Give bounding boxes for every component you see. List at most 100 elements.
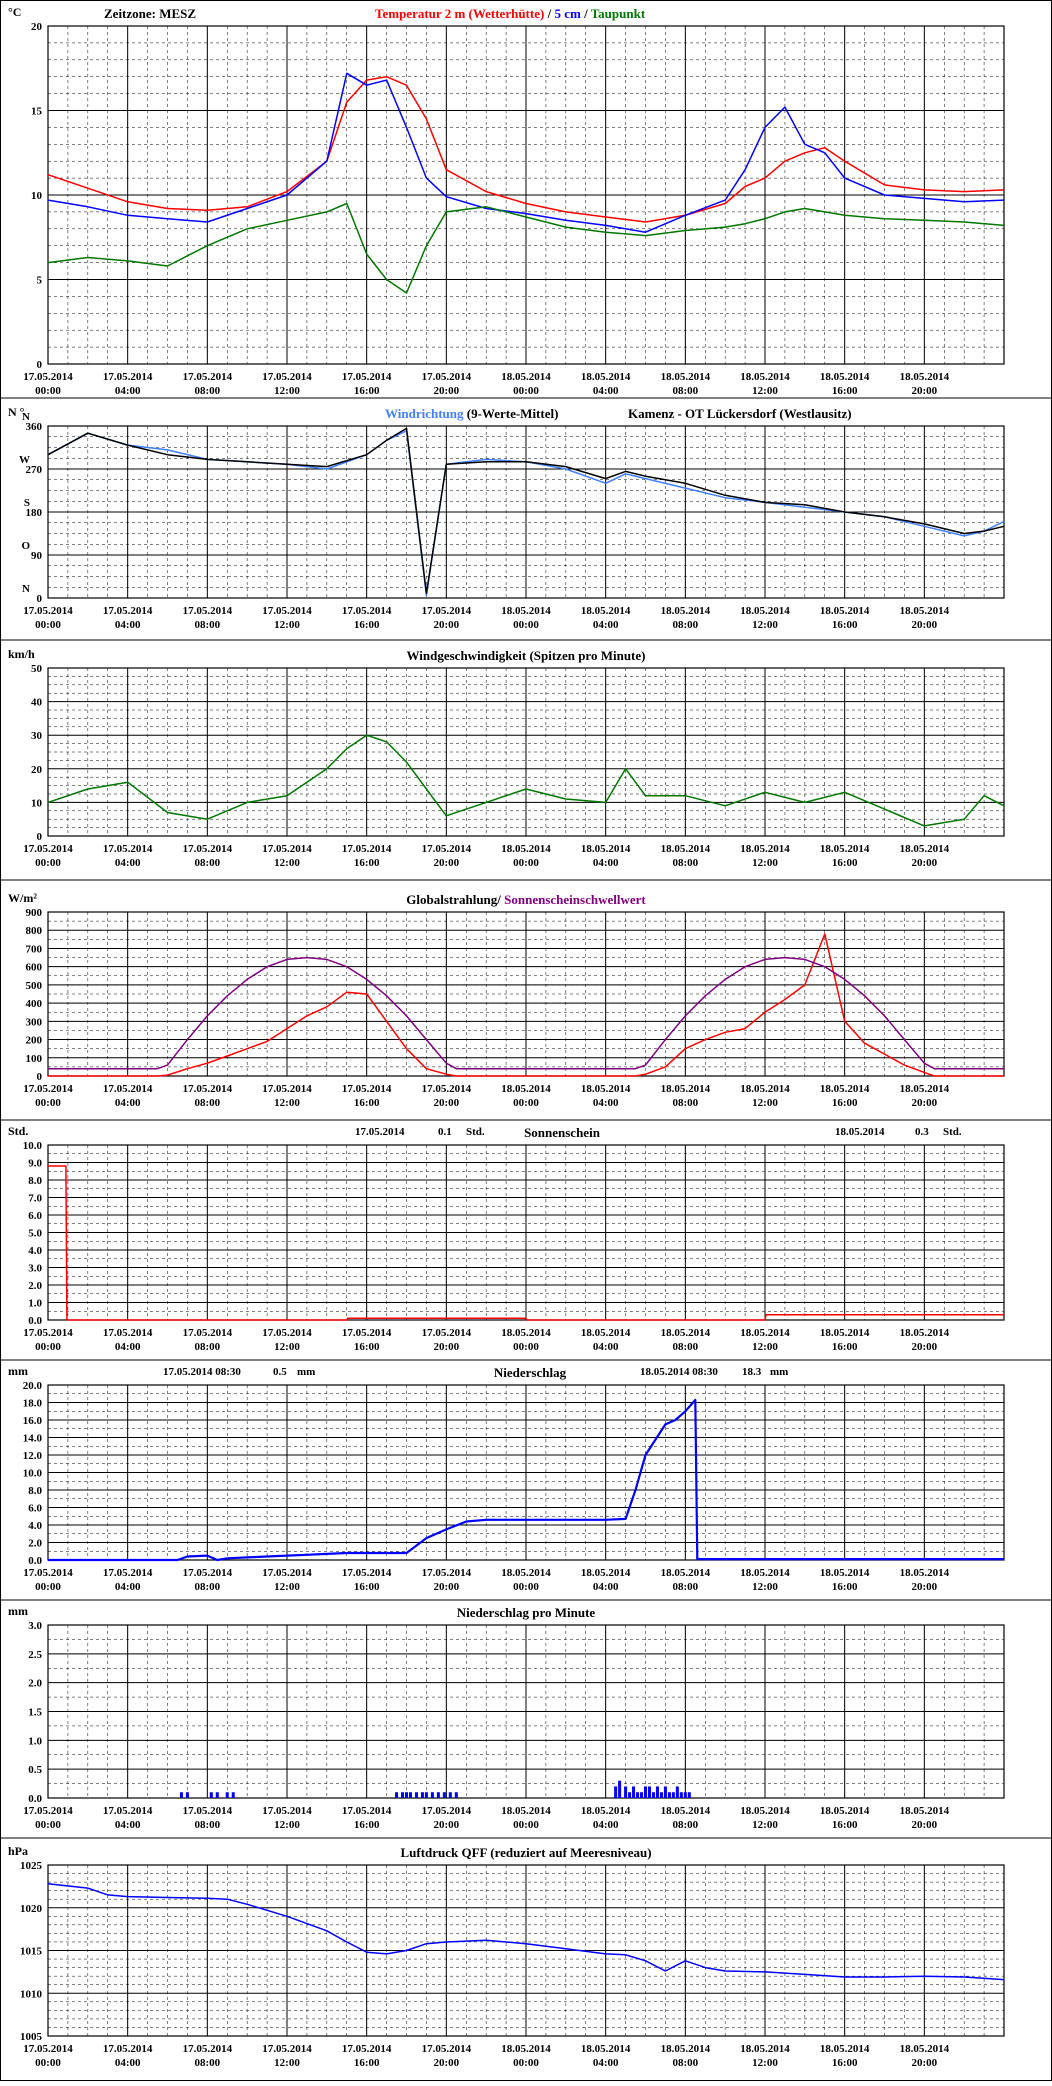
series-line-wind-direction-1 <box>47 427 1005 594</box>
precip-bar <box>640 1792 644 1798</box>
precip-bar <box>395 1792 399 1798</box>
title-part: Globalstrahlung/ <box>406 892 504 907</box>
annotation-unit: Std. <box>466 1126 485 1138</box>
unit-label: N ° <box>8 405 25 419</box>
series-line-global-radiation-0 <box>48 933 1004 1077</box>
temperature-chart: 0 5 10 15 20 °C Zeitzone: MESZ Temperatur 2 m (… <box>0 5 1052 399</box>
title-part: 5 cm <box>554 6 584 21</box>
y-tick-label: 20 <box>31 21 43 33</box>
y-tick-label: 10.0 <box>23 1468 43 1480</box>
x-tick-date: 17.05.2014 <box>262 1327 312 1339</box>
x-tick-date: 17.05.2014 <box>103 843 153 855</box>
precip-bar <box>683 1792 687 1798</box>
annotation-value: 0.3 <box>915 1126 929 1138</box>
x-tick-date: 17.05.2014 <box>342 1567 392 1579</box>
x-tick-time: 12:00 <box>752 619 778 631</box>
unit-label: W/m² <box>8 891 37 905</box>
y-tick-label: 16.0 <box>23 1415 43 1427</box>
x-tick-date: 18.05.2014 <box>581 1805 631 1817</box>
x-tick-time: 08:00 <box>672 619 698 631</box>
x-tick-time: 12:00 <box>274 385 300 397</box>
x-tick-time: 00:00 <box>35 1097 61 1109</box>
x-tick-date: 17.05.2014 <box>262 1083 312 1095</box>
x-tick-date: 18.05.2014 <box>501 1567 551 1579</box>
x-tick-time: 00:00 <box>35 2057 61 2069</box>
plot-frame <box>47 667 1005 837</box>
y-tick-label: 0 <box>37 593 43 605</box>
y-tick-label: 5 <box>37 275 43 287</box>
y-tick-label: 3.0 <box>28 1620 42 1632</box>
x-tick-date: 18.05.2014 <box>501 2043 551 2055</box>
series-line-wind-speed-0 <box>47 734 1005 827</box>
x-tick-time: 16:00 <box>354 619 380 631</box>
x-tick-date: 17.05.2014 <box>23 1327 73 1339</box>
precip-bar <box>225 1792 229 1798</box>
pressure-chart: 1005 1010 1015 1020 1025 hPa Luftdruck QFF (re… <box>8 1844 1005 2069</box>
chart-title: Niederschlag pro Minute <box>457 1605 596 1620</box>
x-tick-time: 20:00 <box>911 619 937 631</box>
x-tick-date: 17.05.2014 <box>23 605 73 617</box>
x-tick-date: 18.05.2014 <box>661 1083 711 1095</box>
x-tick-time: 16:00 <box>832 1581 858 1593</box>
x-tick-time: 20:00 <box>433 1097 459 1109</box>
x-tick-date: 18.05.2014 <box>501 843 551 855</box>
chart-title: Sonnenschein <box>524 1125 601 1140</box>
x-tick-date: 17.05.2014 <box>23 1567 73 1579</box>
y-tick-label: 0.0 <box>28 1793 42 1805</box>
precip-bar <box>671 1792 675 1798</box>
x-tick-time: 04:00 <box>115 1097 141 1109</box>
plot-frame <box>47 425 1005 599</box>
x-tick-time: 16:00 <box>832 1341 858 1353</box>
x-tick-date: 18.05.2014 <box>581 605 631 617</box>
precip-bar <box>655 1786 659 1798</box>
x-tick-time: 08:00 <box>194 1097 220 1109</box>
x-tick-date: 18.05.2014 <box>581 1083 631 1095</box>
x-tick-date: 18.05.2014 <box>900 1327 950 1339</box>
precip-bar <box>651 1792 655 1798</box>
unit-label: km/h <box>8 647 35 661</box>
x-tick-date: 17.05.2014 <box>23 843 73 855</box>
title-part: Sonnenscheinschwellwert <box>504 892 646 907</box>
x-tick-time: 04:00 <box>593 619 619 631</box>
x-tick-time: 04:00 <box>593 385 619 397</box>
x-tick-date: 17.05.2014 <box>342 371 392 383</box>
y-tick-label: 8.0 <box>28 1175 42 1187</box>
x-tick-time: 12:00 <box>274 1097 300 1109</box>
x-tick-date: 17.05.2014 <box>103 371 153 383</box>
annotation-date: 18.05.2014 08:30 <box>640 1366 718 1378</box>
x-tick-time: 08:00 <box>672 385 698 397</box>
x-tick-time: 16:00 <box>354 1341 380 1353</box>
compass-label: O <box>21 540 30 552</box>
x-tick-time: 00:00 <box>35 1341 61 1353</box>
x-tick-date: 18.05.2014 <box>820 1083 870 1095</box>
y-tick-label: 300 <box>26 1016 43 1028</box>
x-tick-time: 04:00 <box>115 2057 141 2069</box>
x-tick-date: 18.05.2014 <box>581 371 631 383</box>
x-tick-time: 08:00 <box>194 1341 220 1353</box>
precip-bar <box>632 1786 636 1798</box>
x-tick-time: 04:00 <box>115 619 141 631</box>
x-tick-date: 17.05.2014 <box>342 1327 392 1339</box>
y-tick-label: 1.0 <box>28 1298 42 1310</box>
x-tick-date: 18.05.2014 <box>900 371 950 383</box>
x-tick-time: 16:00 <box>354 1819 380 1831</box>
series-line-pressure-0 <box>47 1883 1005 1981</box>
x-tick-time: 16:00 <box>354 857 380 869</box>
x-tick-time: 08:00 <box>194 619 220 631</box>
x-tick-time: 16:00 <box>832 619 858 631</box>
y-tick-label: 8.0 <box>28 1485 42 1497</box>
x-tick-date: 18.05.2014 <box>661 2043 711 2055</box>
precipitation-per-minute-chart: 0.0 0.5 1.0 1.5 2.0 2.5 3.0mm Niederschlag pro … <box>0 1604 1052 1839</box>
precip-bar <box>215 1792 219 1798</box>
x-tick-date: 17.05.2014 <box>262 1567 312 1579</box>
x-tick-date: 18.05.2014 <box>661 1567 711 1579</box>
x-tick-date: 18.05.2014 <box>740 1327 790 1339</box>
y-tick-label: 500 <box>26 980 43 992</box>
y-tick-label: 1015 <box>20 1946 43 1958</box>
plot-frame <box>47 1384 1005 1561</box>
chart-title: Niederschlag <box>494 1365 567 1380</box>
x-tick-date: 17.05.2014 <box>262 843 312 855</box>
x-tick-time: 12:00 <box>752 1581 778 1593</box>
x-tick-date: 18.05.2014 <box>820 1567 870 1579</box>
x-tick-time: 08:00 <box>672 1581 698 1593</box>
